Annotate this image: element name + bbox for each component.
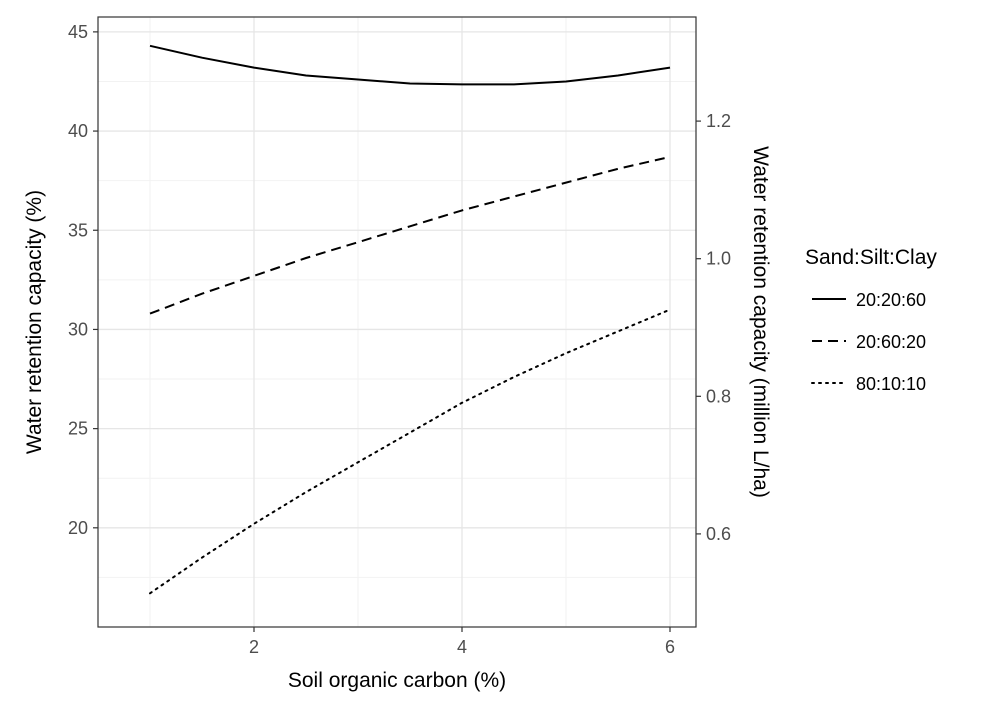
x-tick-label: 6 xyxy=(665,637,675,657)
legend-title: Sand:Silt:Clay xyxy=(805,246,937,269)
legend: Sand:Silt:Clay 20:20:60 20:60:20 80:10:10 xyxy=(805,246,937,394)
y-tick-label: 35 xyxy=(68,220,88,240)
y2-tick-label: 1.2 xyxy=(706,111,731,131)
grid-minor xyxy=(98,17,696,627)
x-tick-label: 4 xyxy=(457,637,467,657)
x-axis-title: Soil organic carbon (%) xyxy=(288,669,506,692)
y-tick-label: 25 xyxy=(68,419,88,439)
y-tick-label: 45 xyxy=(68,22,88,42)
series-line-20:60:20 xyxy=(149,155,671,315)
x-tick-label: 2 xyxy=(249,637,259,657)
y-axis-title: Water retention capacity (%) xyxy=(23,190,46,454)
grid-major xyxy=(98,17,696,627)
y2-tick-label: 0.8 xyxy=(706,386,731,406)
series-line-20:20:60 xyxy=(149,44,671,86)
y-tick-label: 30 xyxy=(68,319,88,339)
legend-label-20:20:60: 20:20:60 xyxy=(856,290,926,310)
y-axis-right: 0.6 0.8 1.0 1.2 xyxy=(696,111,731,544)
y2-tick-label: 0.6 xyxy=(706,524,731,544)
plot-panel-border xyxy=(97,16,697,628)
plot-background xyxy=(98,17,696,627)
y2-axis-title: Water retention capacity (million L/ha) xyxy=(749,146,772,498)
series-line-80:10:10 xyxy=(149,308,671,595)
y2-tick-label: 1.0 xyxy=(706,249,731,269)
series-lines xyxy=(149,44,671,595)
y-tick-label: 20 xyxy=(68,518,88,538)
legend-label-80:10:10: 80:10:10 xyxy=(856,374,926,394)
legend-label-20:60:20: 20:60:20 xyxy=(856,332,926,352)
y-axis-left: 20 25 30 35 40 45 xyxy=(68,22,98,538)
y-tick-label: 40 xyxy=(68,121,88,141)
x-axis: 2 4 6 xyxy=(249,627,675,657)
